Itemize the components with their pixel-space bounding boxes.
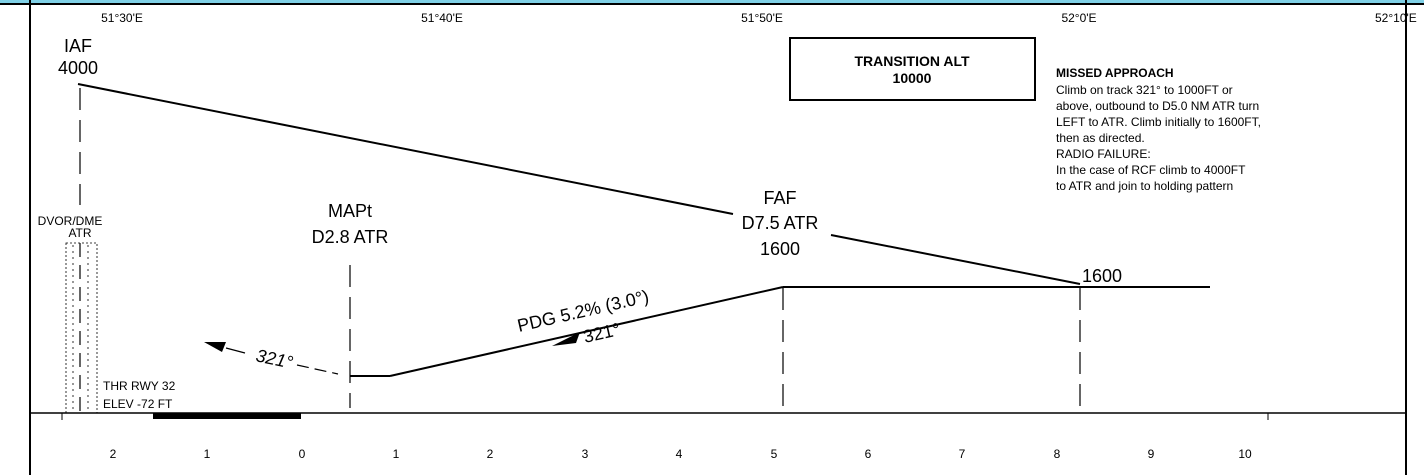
transition-alt-value: 10000 [893, 70, 932, 86]
runway-bar [153, 413, 301, 419]
missed-approach-text: MISSED APPROACH Climb on track 321° to 1… [1056, 66, 1261, 193]
missed-approach-track: 321° [204, 342, 339, 375]
scale-label: 9 [1148, 447, 1155, 461]
initial-approach-path [77, 83, 1081, 285]
longitude-labels: 51°30'E 51°40'E 51°50'E 52°0'E 52°10'E [101, 11, 1417, 25]
missed-approach-line: RADIO FAILURE: [1056, 147, 1151, 161]
scale-label: 0 [299, 447, 306, 461]
scale-label: 2 [487, 447, 494, 461]
missed-arrow-icon [204, 342, 226, 352]
scale-label: 7 [959, 447, 966, 461]
scale-label: 6 [865, 447, 872, 461]
mapt-label: MAPt [328, 201, 372, 221]
faf-distance: D7.5 ATR [742, 213, 819, 233]
scale-label: 1 [393, 447, 400, 461]
missed-approach-line: to ATR and join to holding pattern [1056, 179, 1233, 193]
longitude-label: 51°40'E [421, 11, 463, 25]
scale-label: 8 [1054, 447, 1061, 461]
scale-label: 4 [676, 447, 683, 461]
missed-approach-line: LEFT to ATR. Climb initially to 1600FT, [1056, 115, 1261, 129]
mapt-distance: D2.8 ATR [312, 227, 389, 247]
threshold-runway: THR RWY 32 [103, 379, 176, 393]
longitude-label: 51°30'E [101, 11, 143, 25]
missed-approach-line: above, outbound to D5.0 NM ATR turn [1056, 99, 1259, 113]
final-approach-path [350, 286, 1210, 377]
if-altitude: 1600 [1082, 266, 1122, 286]
iaf-label: IAF [64, 36, 92, 56]
final-track-label: 321° [581, 319, 622, 347]
faf-label: FAF [763, 188, 796, 208]
fix-verticals [79, 88, 1081, 412]
missed-approach-line: then as directed. [1056, 131, 1145, 145]
transition-alt-label: TRANSITION ALT [854, 53, 970, 69]
scale-label: 5 [771, 447, 778, 461]
missed-approach-line: Climb on track 321° to 1000FT or [1056, 83, 1233, 97]
scale-label: 2 [110, 447, 117, 461]
missed-approach-line: In the case of RCF climb to 4000FT [1056, 163, 1246, 177]
scale-label: 10 [1238, 447, 1252, 461]
transition-alt-box: TRANSITION ALT 10000 [789, 37, 1036, 101]
faf-altitude: 1600 [760, 239, 800, 259]
navaid-type: DVOR/DME [38, 214, 103, 228]
longitude-label: 52°0'E [1061, 11, 1096, 25]
longitude-label: 51°50'E [741, 11, 783, 25]
dvor-dme-navaid: DVOR/DME ATR [38, 214, 103, 414]
longitude-label: 52°10'E [1375, 11, 1417, 25]
scale-label: 1 [204, 447, 211, 461]
missed-approach-title: MISSED APPROACH [1056, 66, 1174, 80]
iaf-altitude: 4000 [58, 58, 98, 78]
navaid-ident: ATR [68, 226, 91, 240]
missed-track-label: 321° [254, 345, 295, 372]
distance-scale: 2 1 0 1 2 3 4 5 6 7 8 9 10 [30, 412, 1406, 461]
threshold-elevation: ELEV -72 FT [103, 397, 173, 411]
final-track-arrow-icon [552, 332, 580, 346]
scale-label: 3 [582, 447, 589, 461]
